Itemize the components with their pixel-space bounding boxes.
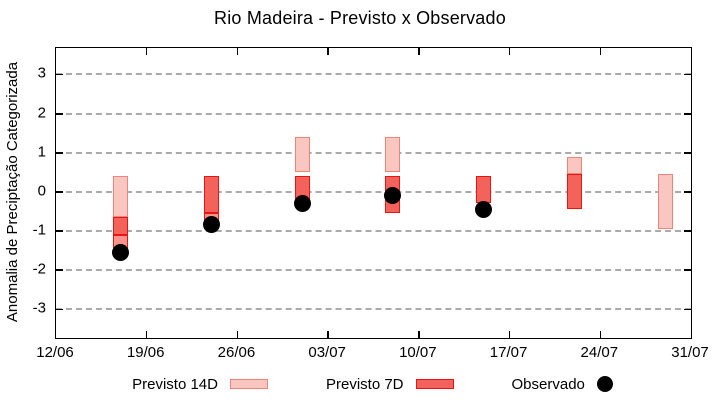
y-axis-tick [56, 230, 63, 232]
legend-label: Previsto 14D [132, 375, 218, 393]
forecast-range-segment [204, 176, 219, 214]
y-axis-tick [56, 113, 63, 115]
y-tick-label: -2 [32, 260, 46, 278]
y-axis-tick-mirror [684, 230, 691, 232]
y-axis-tick [56, 191, 63, 193]
chart-title: Rio Madeira - Previsto x Observado [214, 8, 506, 28]
forecast-range-segment [566, 174, 582, 210]
gridline [56, 308, 691, 310]
x-axis-tick [236, 331, 239, 338]
x-tick-label: 31/07 [671, 344, 709, 361]
plot-area [55, 47, 692, 339]
legend-label: Previsto 7D [325, 375, 404, 393]
y-axis-tick-mirror [684, 73, 691, 76]
x-axis-tick [599, 331, 602, 338]
forecast-range-segment [657, 174, 673, 229]
x-tick-label: 03/07 [308, 344, 346, 361]
x-axis-tick-mirror [236, 48, 239, 55]
x-tick-label: 17/07 [489, 344, 528, 361]
legend-item: Previsto 14D [132, 376, 268, 393]
y-tick-label: 2 [37, 104, 46, 121]
x-axis-tick [327, 331, 329, 338]
observed-dot [293, 194, 311, 212]
legend-item: Previsto 7D [326, 376, 454, 393]
x-tick-label: 10/07 [399, 344, 437, 361]
x-axis-tick [418, 331, 420, 338]
x-tick-label: 19/06 [126, 344, 165, 361]
y-axis-tick [56, 152, 63, 154]
y-axis-tick [56, 308, 63, 310]
observed-dot [112, 243, 130, 261]
x-tick-label: 12/06 [36, 344, 74, 361]
y-tick-label: 1 [37, 143, 46, 161]
x-tick-label: 26/06 [217, 344, 256, 361]
y-tick-label: 3 [37, 64, 46, 82]
legend-observado-dot [596, 376, 613, 392]
chart-legend: Previsto 14D Previsto 7D Observado [55, 372, 690, 396]
gridline [56, 268, 691, 271]
y-axis-tick [56, 73, 63, 76]
y-tick-label: -1 [32, 221, 46, 239]
observed-dot [475, 200, 493, 218]
gridline [56, 112, 691, 115]
x-axis-tick-mirror [145, 48, 148, 55]
y-tick-label: 0 [37, 182, 46, 200]
forecast-range-segment [113, 217, 129, 235]
y-axis-tick-mirror [684, 152, 691, 154]
y-axis-tick-mirror [684, 308, 691, 310]
x-axis-tick-mirror [599, 48, 602, 55]
y-axis-tick-mirror [684, 191, 691, 193]
gridline [56, 151, 691, 154]
legend-previsto7d-swatch [415, 379, 454, 389]
observed-dot [203, 216, 220, 234]
y-tick-label: -3 [32, 299, 46, 317]
x-axis-tick-mirror [418, 48, 420, 55]
y-axis-tick-mirror [684, 113, 691, 115]
y-axis-tick-mirror [684, 269, 691, 271]
forecast-range-segment [113, 176, 129, 218]
observed-dot [384, 187, 402, 205]
forecast-range-segment [476, 176, 492, 204]
x-axis-tick-mirror [508, 48, 511, 55]
forecast-range-segment [385, 136, 401, 173]
forecast-range-segment [566, 156, 582, 175]
x-axis-tick-mirror [327, 48, 329, 55]
legend-item: Observado [512, 376, 613, 393]
legend-previsto14d-swatch [229, 379, 268, 389]
x-tick-label: 24/07 [580, 344, 619, 361]
forecast-range-segment [294, 136, 310, 173]
gridline [56, 229, 691, 232]
gridline [56, 73, 691, 76]
gridline [56, 190, 691, 193]
x-axis-tick [145, 331, 148, 338]
legend-label: Observado [511, 375, 585, 393]
x-axis-tick [508, 331, 511, 338]
y-axis-tick [56, 269, 63, 271]
